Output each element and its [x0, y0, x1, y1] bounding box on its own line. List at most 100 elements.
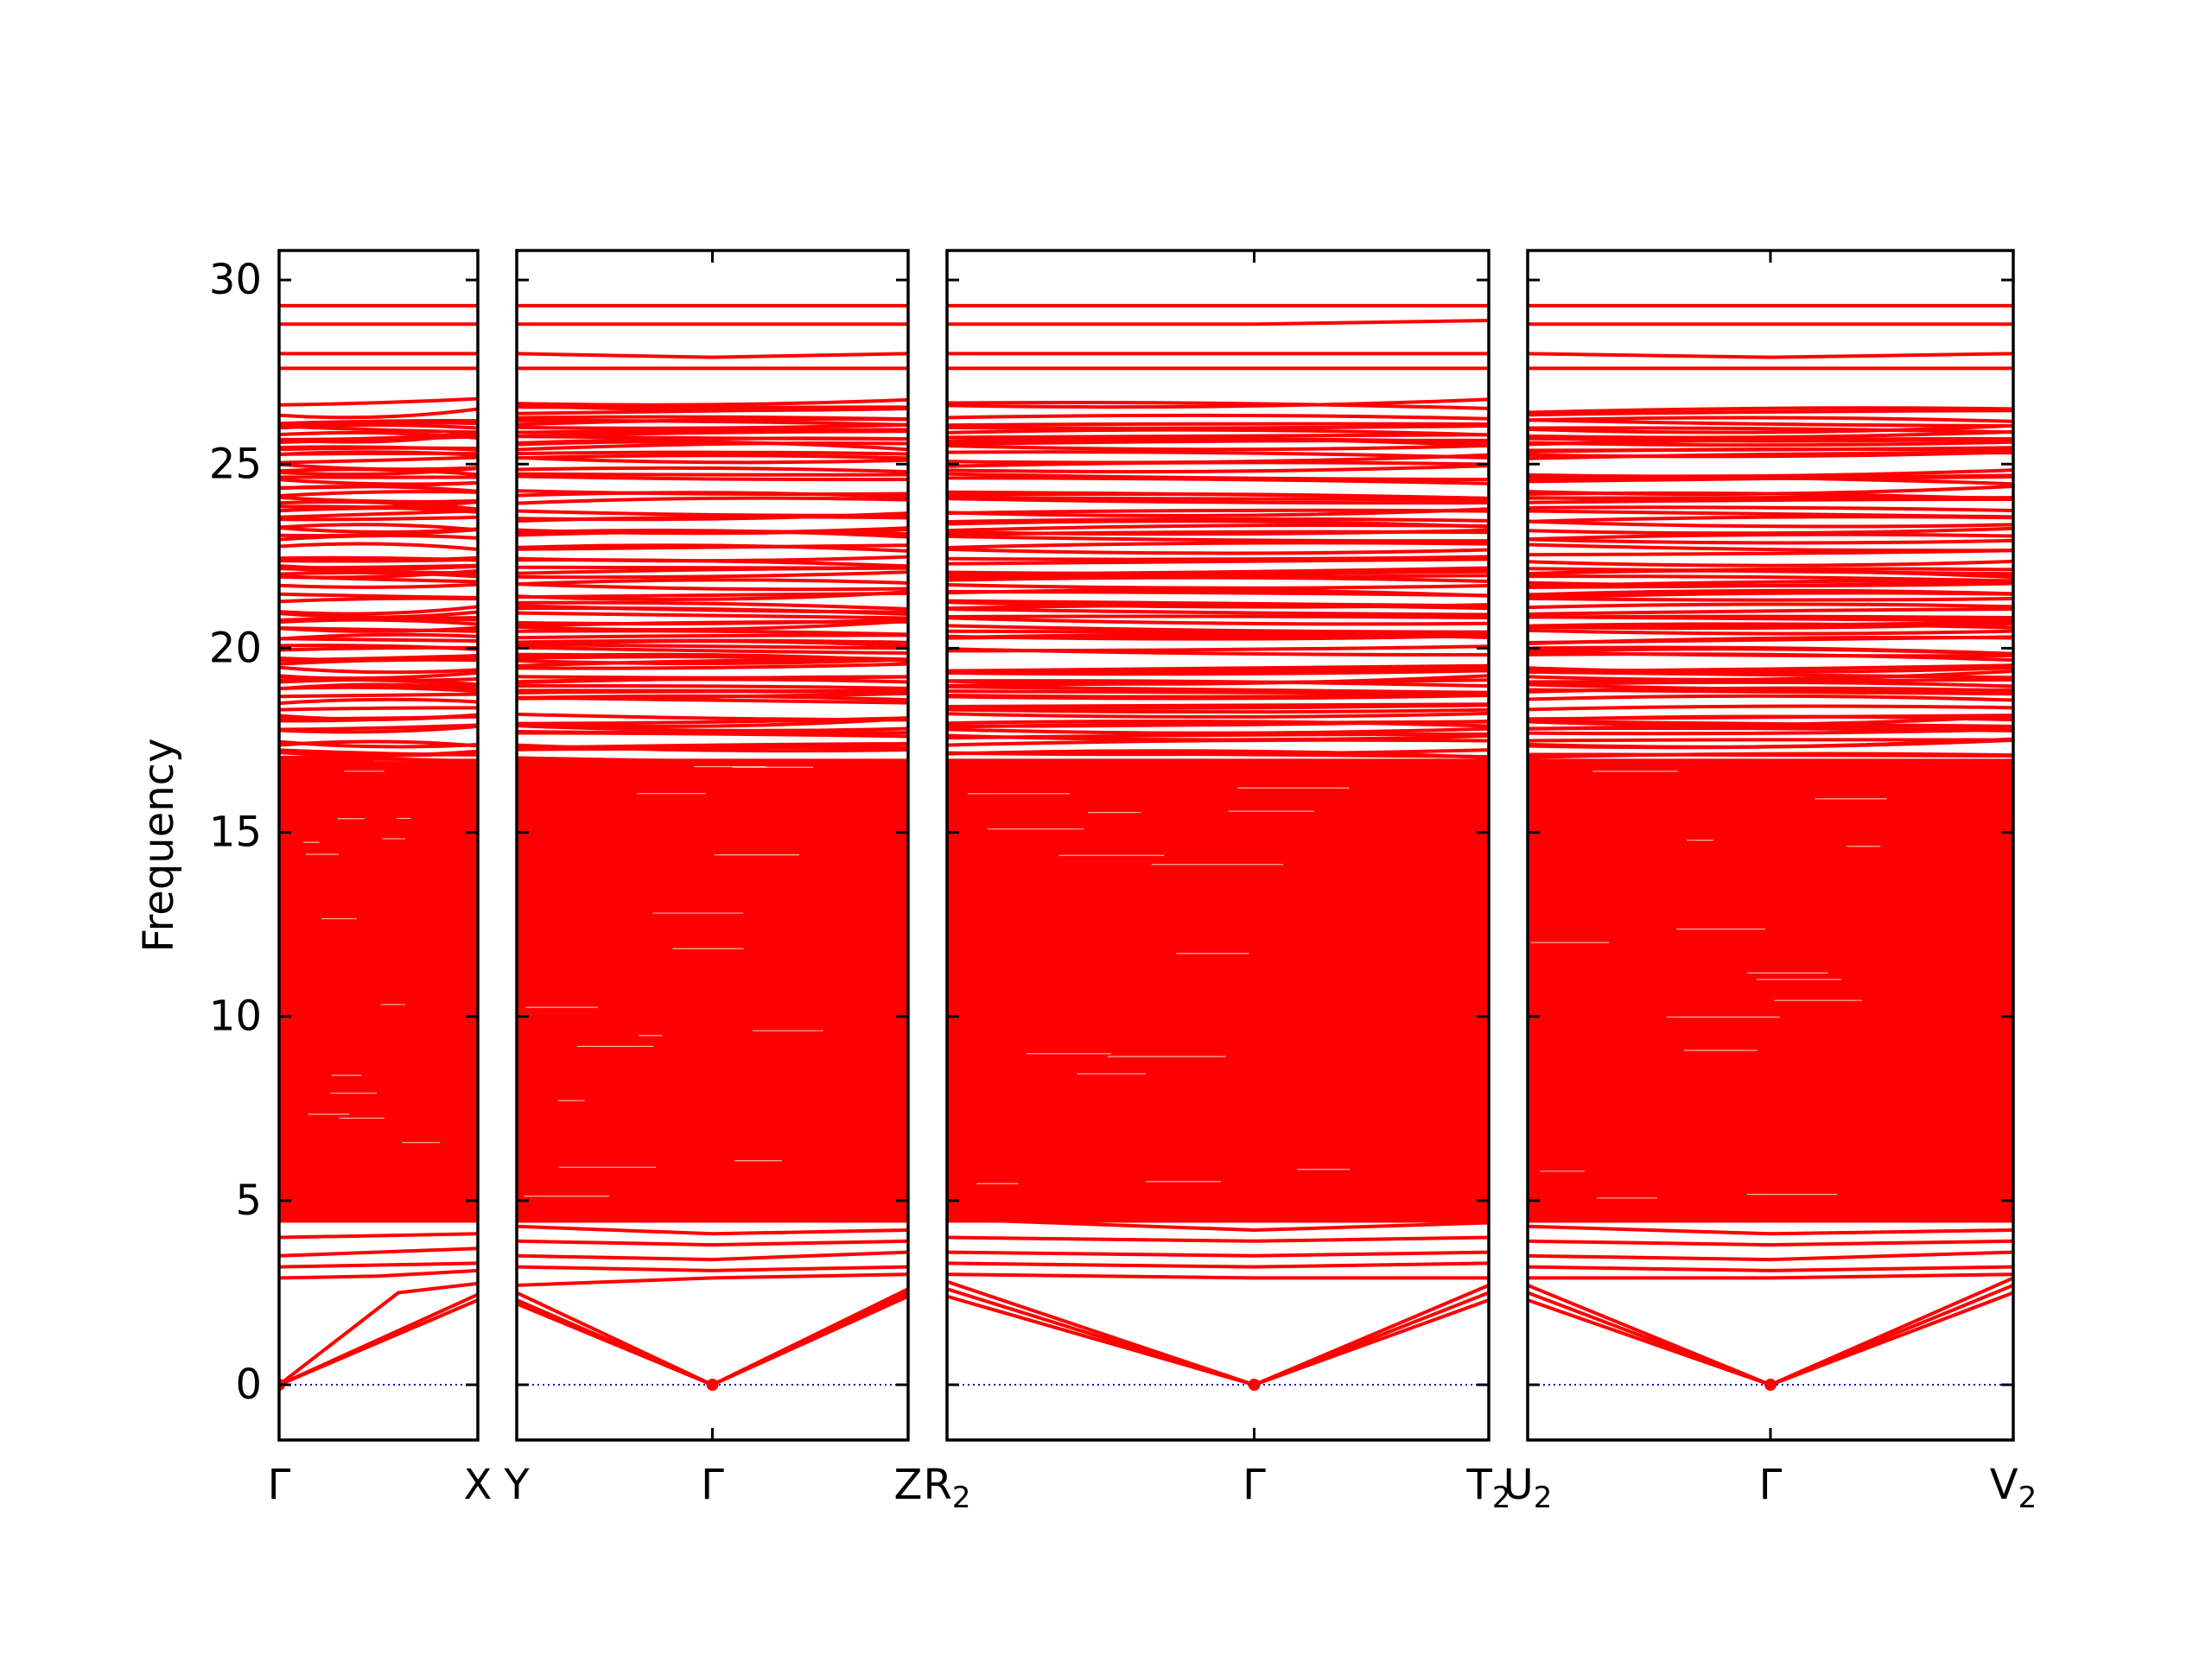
panel-plot-area — [1528, 306, 2013, 1391]
phonon-band — [517, 474, 908, 475]
phonon-band — [279, 695, 478, 697]
phonon-band — [517, 400, 908, 405]
phonon-band — [947, 585, 1489, 588]
phonon-band — [517, 686, 908, 688]
phonon-band — [947, 609, 1489, 614]
band-series-line — [1528, 1274, 2013, 1278]
band-series-line — [1528, 1285, 2013, 1385]
phonon-band — [947, 549, 1489, 554]
band-series-line — [279, 1271, 478, 1278]
y-axis-label: Frequency — [135, 739, 183, 953]
phonon-band — [517, 732, 908, 733]
phonon-band — [517, 560, 908, 566]
panel-plot-area — [517, 306, 908, 1391]
phonon-band — [279, 492, 478, 496]
phonon-band — [947, 542, 1489, 548]
phonon-band — [1528, 507, 2013, 511]
x-tick-label: Γ — [1243, 1461, 1266, 1509]
dense-band-fill — [947, 758, 1489, 1222]
phonon-band — [517, 468, 908, 472]
band-series-line — [1528, 1241, 2013, 1245]
x-tick-label-subscript: 2 — [1534, 1481, 1553, 1515]
phonon-band — [947, 435, 1489, 437]
phonon-band — [279, 544, 478, 549]
phonon-band — [1528, 561, 2013, 566]
y-tick-label: 0 — [235, 1361, 262, 1409]
phonon-band — [1528, 522, 2013, 527]
band-series-line — [517, 1274, 908, 1285]
phonon-band — [947, 416, 1489, 419]
phonon-band — [279, 594, 478, 598]
band-series-line — [279, 1248, 478, 1256]
band-series-line — [947, 1253, 1489, 1256]
band-series-line — [1528, 1293, 2013, 1386]
band-series-line — [517, 1293, 908, 1386]
phonon-band — [947, 704, 1489, 707]
x-tick-label-main: Y — [503, 1461, 530, 1509]
y-tick-label: 15 — [209, 809, 262, 857]
x-tick-label: Y — [503, 1461, 530, 1509]
phonon-band — [1528, 706, 2013, 709]
x-tick-label: X — [464, 1461, 493, 1509]
phonon-band — [517, 453, 908, 454]
band-series-line — [947, 1282, 1489, 1385]
phonon-band — [279, 668, 478, 672]
y-tick-label: 20 — [209, 624, 262, 672]
phonon-band — [1528, 486, 2013, 494]
band-series-line — [1528, 353, 2013, 357]
band-series-line — [517, 1227, 908, 1234]
phonon-band — [1528, 631, 2013, 634]
phonon-band — [517, 476, 908, 479]
phonon-band — [517, 580, 908, 584]
phonon-band — [947, 466, 1489, 472]
phonon-band — [517, 498, 908, 504]
phonon-band — [517, 714, 908, 720]
gamma-point-marker — [1249, 1379, 1261, 1391]
phonon-band — [947, 616, 1489, 618]
band-series-line — [1528, 1278, 2013, 1385]
dense-band-fill — [517, 758, 908, 1222]
band-series-line — [947, 1289, 1489, 1385]
x-tick-label-subscript: 2 — [2018, 1481, 2037, 1515]
phonon-band — [279, 458, 478, 463]
phonon-band — [1528, 609, 2013, 614]
phonon-band — [1528, 477, 2013, 479]
phonon-band — [279, 425, 478, 428]
band-series-line — [517, 1289, 908, 1385]
gamma-point-marker — [1764, 1379, 1777, 1391]
y-tick-label: 30 — [209, 256, 262, 304]
x-tick-label-main: V — [1990, 1461, 2018, 1509]
x-tick-label-main: R — [924, 1461, 952, 1509]
phonon-band — [947, 670, 1489, 672]
phonon-band — [947, 709, 1489, 712]
dense-band-fill — [279, 758, 478, 1222]
phonon-band — [279, 707, 478, 709]
x-tick-label: V2 — [1990, 1461, 2037, 1515]
band-series-line — [279, 1234, 478, 1237]
x-tick-label-main: Γ — [268, 1461, 291, 1509]
band-series-line — [517, 1253, 908, 1260]
phonon-band — [947, 498, 1489, 499]
phonon-band — [279, 479, 478, 484]
phonon-band — [947, 452, 1489, 458]
x-tick-label: Z — [894, 1461, 923, 1509]
phonon-band — [279, 585, 478, 587]
band-series-line — [517, 1297, 908, 1385]
phonon-band — [947, 695, 1489, 697]
x-tick-label-main: U — [1503, 1461, 1534, 1509]
band-series-line — [947, 1263, 1489, 1266]
phonon-band — [947, 714, 1489, 717]
phonon-band — [279, 399, 478, 405]
phonon-band — [279, 638, 478, 641]
band-series-line — [1528, 1267, 2013, 1271]
x-tick-label: R2 — [924, 1461, 971, 1515]
phonon-band — [517, 425, 908, 428]
phonon-band — [1528, 696, 2013, 701]
phonon-band — [1528, 599, 2013, 600]
